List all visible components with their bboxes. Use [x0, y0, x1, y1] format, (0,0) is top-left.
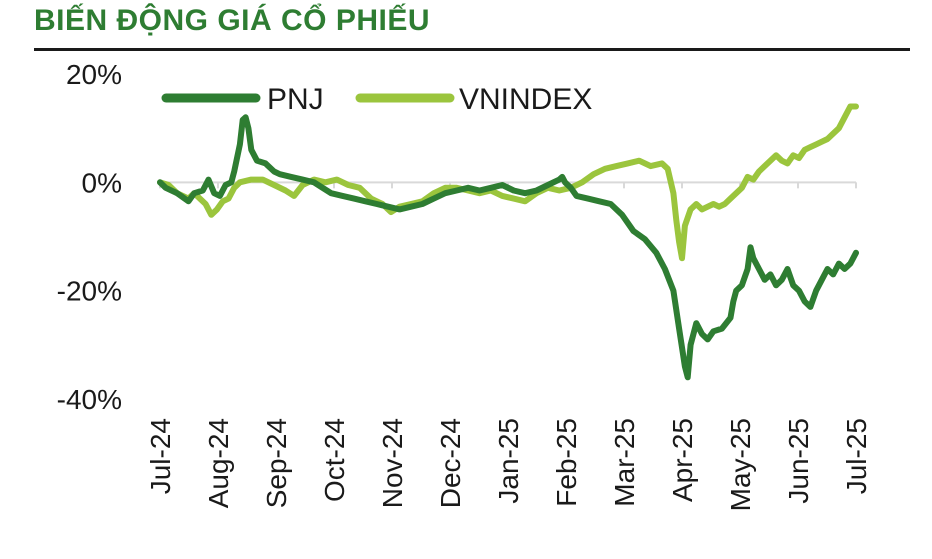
x-tick-label: Nov-24 — [377, 418, 408, 508]
series-line-vnindex — [157, 103, 859, 262]
legend: PNJ VNINDEX — [161, 83, 592, 116]
y-tick-label: -40% — [57, 384, 122, 415]
x-tick-label: Feb-25 — [551, 418, 582, 507]
y-axis-tick-labels: 20% 0% -20% -40% — [57, 59, 122, 415]
x-tick-label: Mar-25 — [609, 418, 640, 507]
x-tick-label: Aug-24 — [203, 418, 234, 508]
x-tick-label: Dec-24 — [435, 418, 466, 508]
chart-title: BIẾN ĐỘNG GIÁ CỔ PHIẾU — [34, 4, 431, 37]
y-tick-label: -20% — [57, 276, 122, 307]
legend-label-vnindex: VNINDEX — [459, 83, 592, 116]
legend-label-pnj: PNJ — [267, 83, 324, 116]
x-tick-label: Apr-25 — [667, 418, 698, 502]
y-tick-label: 20% — [66, 59, 122, 90]
x-tick-label: Jan-25 — [493, 418, 524, 504]
series-layer — [157, 103, 859, 381]
x-tick-label: Jul-25 — [841, 418, 872, 494]
x-tick-label: Jul-24 — [145, 418, 176, 494]
x-tick-label: Oct-24 — [319, 418, 350, 502]
series-line-pnj — [157, 114, 859, 381]
x-tick-label: Jun-25 — [783, 418, 814, 504]
x-axis-tick-labels: Jul-24 Aug-24 Sep-24 Oct-24 Nov-24 Dec-24 Jan-… — [145, 418, 872, 511]
title-divider — [34, 48, 910, 51]
x-tick-label: May-25 — [725, 418, 756, 511]
x-tick-label: Sep-24 — [261, 418, 292, 508]
y-tick-label: 0% — [82, 167, 122, 198]
